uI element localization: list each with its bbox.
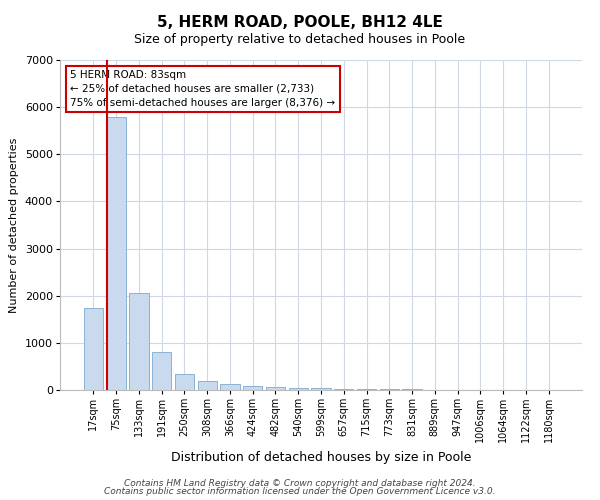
Bar — [380, 389, 399, 390]
Bar — [220, 384, 239, 390]
Bar — [357, 389, 376, 390]
X-axis label: Distribution of detached houses by size in Poole: Distribution of detached houses by size … — [171, 451, 471, 464]
Bar — [84, 308, 103, 390]
Bar — [243, 386, 262, 390]
Y-axis label: Number of detached properties: Number of detached properties — [10, 138, 19, 312]
Text: Contains HM Land Registry data © Crown copyright and database right 2024.: Contains HM Land Registry data © Crown c… — [124, 478, 476, 488]
Text: 5 HERM ROAD: 83sqm
← 25% of detached houses are smaller (2,733)
75% of semi-deta: 5 HERM ROAD: 83sqm ← 25% of detached hou… — [70, 70, 335, 108]
Bar — [266, 387, 285, 390]
Bar — [175, 374, 194, 390]
Text: 5, HERM ROAD, POOLE, BH12 4LE: 5, HERM ROAD, POOLE, BH12 4LE — [157, 15, 443, 30]
Bar — [334, 388, 353, 390]
Text: Size of property relative to detached houses in Poole: Size of property relative to detached ho… — [134, 32, 466, 46]
Bar — [197, 380, 217, 390]
Bar — [311, 388, 331, 390]
Bar — [129, 294, 149, 390]
Bar — [106, 116, 126, 390]
Bar — [152, 352, 172, 390]
Bar — [289, 388, 308, 390]
Text: Contains public sector information licensed under the Open Government Licence v3: Contains public sector information licen… — [104, 487, 496, 496]
